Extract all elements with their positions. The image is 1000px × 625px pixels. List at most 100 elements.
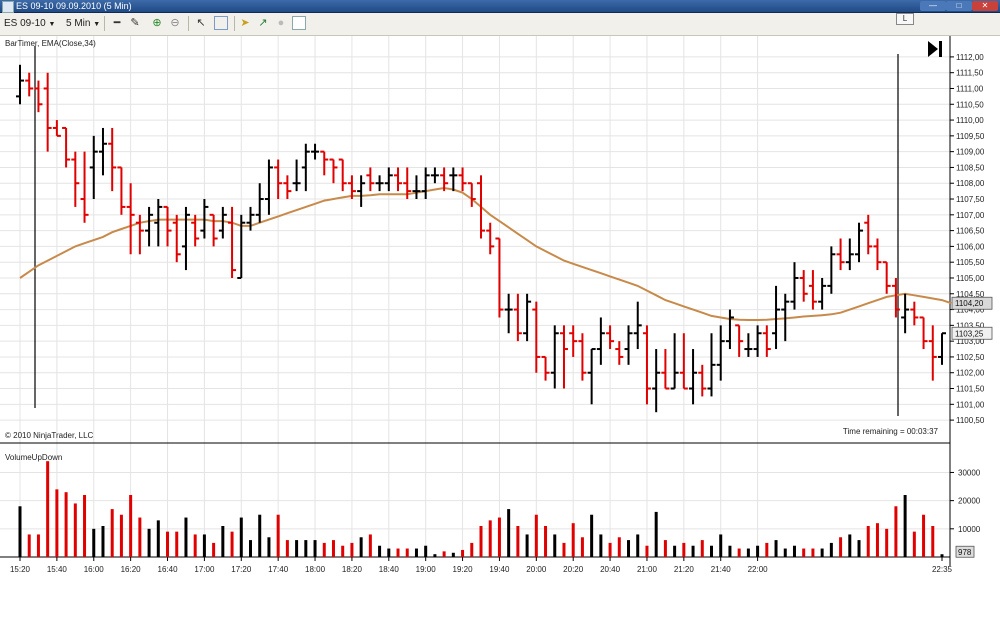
volume-bar [212, 542, 216, 557]
ohlc-bar [449, 167, 458, 192]
price-tick-label: 1105,50 [956, 258, 985, 267]
volume-bar [645, 545, 649, 557]
chart-app-icon [2, 1, 14, 13]
price-tick-label: 1101,00 [956, 400, 985, 409]
volume-bar [580, 537, 584, 557]
strategy-icon[interactable]: ➤ [240, 17, 250, 29]
volume-bar [193, 534, 197, 557]
ohlc-bar [430, 167, 439, 184]
volume-bar [912, 531, 916, 557]
draw-tool-icon[interactable]: ✎ [130, 17, 140, 29]
volume-bar [848, 534, 852, 557]
price-axis: 1112,00 1111,50 1111,00 1110,50 1110,00 1109,… [950, 53, 985, 425]
volume-bar [184, 517, 188, 557]
volume-bar [829, 542, 833, 557]
ohlc-bar [891, 277, 900, 318]
ohlc-bar [587, 348, 596, 405]
zoom-in-icon[interactable]: ⊕ [152, 17, 162, 29]
time-tick-label: 19:00 [416, 565, 437, 574]
volume-bar [663, 540, 667, 557]
price-tick-label: 1111,00 [956, 84, 984, 93]
ohlc-bar [403, 167, 412, 200]
volume-bar [378, 545, 382, 557]
ohlc-bar [126, 183, 135, 255]
properties-icon[interactable]: ● [277, 17, 285, 29]
ohlc-bar [117, 166, 126, 215]
ohlc-bar [154, 199, 163, 247]
volume-bar [534, 514, 538, 557]
ohlc-bar [735, 324, 744, 357]
volume-panel-label: VolumeUpDown [5, 453, 62, 462]
ohlc-bar [624, 325, 633, 365]
ohlc-bar [855, 222, 864, 263]
ohlc-bar [237, 214, 246, 279]
chevron-down-icon: ▼ [48, 21, 56, 28]
zoom-out-icon[interactable]: ⊖ [170, 17, 180, 29]
volume-bar [36, 534, 40, 557]
volume-bar [101, 526, 105, 557]
price-tick-label: 1108,00 [956, 179, 985, 188]
play-to-end-icon[interactable] [928, 41, 942, 57]
ohlc-bar [246, 206, 255, 231]
volume-bar [73, 503, 77, 557]
last-price-marker-text: 1103,25 [955, 329, 984, 338]
volume-bar [442, 551, 446, 557]
ohlc-bar [670, 333, 679, 390]
ohlc-bar [772, 285, 781, 350]
price-tick-label: 1102,00 [956, 369, 985, 378]
window-title: ES 09-10 09.09.2010 (5 Min) [16, 1, 132, 11]
volume-bar [119, 514, 123, 557]
ohlc-bar [652, 349, 661, 413]
volume-tick-label: 20000 [958, 497, 981, 506]
volume-bar [18, 506, 22, 557]
volume-bar [27, 534, 31, 557]
ohlc-bar [753, 325, 762, 357]
ohlc-bar [200, 199, 209, 239]
ohlc-bar [320, 150, 329, 176]
volume-bar [313, 540, 317, 557]
volume-bar [221, 526, 225, 557]
price-tick-label: 1103,00 [956, 337, 985, 346]
ohlc-bar [98, 127, 107, 176]
volume-bar [737, 548, 741, 557]
volume-bar [940, 554, 944, 557]
cursor-icon[interactable]: ↖ [196, 17, 206, 29]
volume-bar [719, 534, 723, 557]
price-chart[interactable]: BarTimer, EMA(Close,34) © 2010 NinjaTrad… [0, 36, 1000, 625]
close-button[interactable]: ✕ [972, 1, 998, 11]
price-tick-label: 1111,50 [956, 69, 984, 78]
volume-bar [414, 548, 418, 557]
ohlc-bar [836, 238, 845, 271]
last-price-marker: 1103,25 [951, 326, 993, 340]
volume-bar [654, 511, 658, 557]
ohlc-bar [163, 205, 172, 247]
ohlc-bar [458, 167, 467, 192]
volume-tick-label: 30000 [958, 468, 981, 477]
ema-line [19, 186, 952, 321]
interval-selector[interactable]: 5 Min ▼ [66, 15, 100, 32]
chevron-down-icon: ▼ [93, 21, 101, 28]
ohlc-bar [790, 262, 799, 310]
ohlc-bar [145, 206, 154, 247]
ohlc-bar [384, 167, 393, 192]
mode-badge[interactable]: L [896, 13, 914, 25]
ohlc-bar [744, 333, 753, 357]
volume-bar [387, 548, 391, 557]
volume-bar [673, 545, 677, 557]
ohlc-bar [347, 175, 356, 200]
volume-bar [839, 537, 843, 557]
volume-bar [276, 514, 280, 557]
instrument-selector[interactable]: ES 09-10 ▼ [4, 15, 55, 32]
volume-bar [571, 523, 575, 557]
volume-bar [903, 495, 907, 557]
volume-bar [350, 542, 354, 557]
template-icon[interactable] [292, 16, 306, 30]
ohlc-bar [559, 325, 568, 389]
ohlc-bar [827, 246, 836, 294]
data-box-icon[interactable] [214, 16, 228, 30]
indicators-icon[interactable]: ↗ [258, 17, 268, 29]
maximize-button[interactable]: □ [946, 1, 972, 11]
ohlc-bar [440, 167, 449, 192]
minimize-button[interactable]: — [920, 1, 946, 11]
bar-style-icon[interactable]: ━ [113, 17, 121, 29]
